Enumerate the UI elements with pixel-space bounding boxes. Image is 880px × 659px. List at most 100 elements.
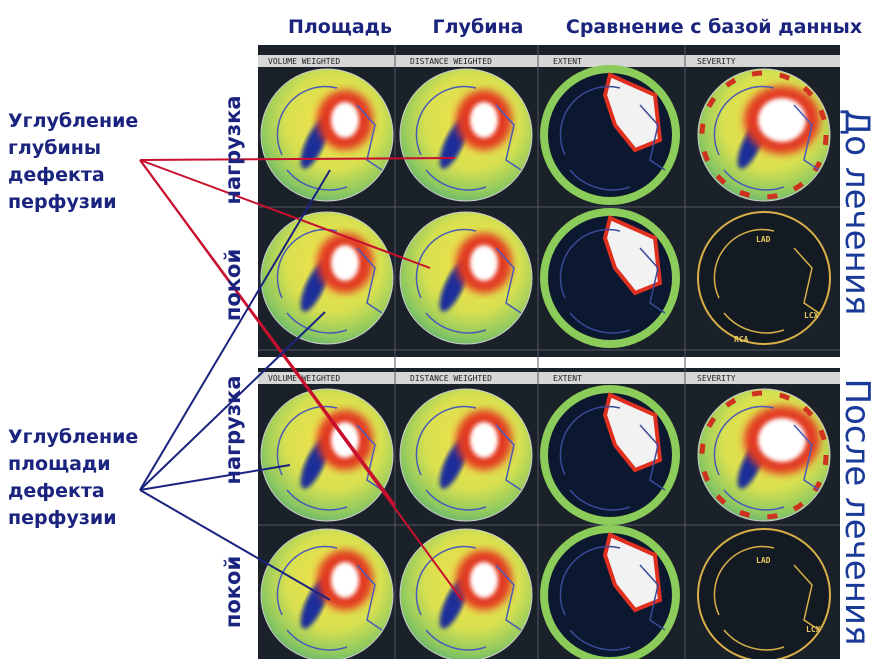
defect-white [331, 245, 359, 281]
annotation-line: площади [8, 453, 111, 475]
segment-outline [415, 228, 477, 299]
segment-outline [356, 247, 383, 314]
column-header: Глубина [433, 16, 524, 38]
annotation-area: Углубление площади дефекта перфузии [8, 426, 138, 529]
segment-outline [495, 564, 522, 631]
defect-white [470, 562, 498, 598]
segment-outline [713, 405, 775, 476]
panel-label: DISTANCE WEIGHTED [410, 374, 492, 383]
segment-outline [495, 424, 522, 491]
segment-outline [425, 169, 487, 191]
defect-white [331, 102, 359, 138]
segment-outline [276, 85, 338, 156]
segment-outline [713, 545, 775, 616]
segment-outline [286, 629, 348, 651]
phase-label: После лечения [837, 379, 877, 646]
territory-label: LCX [806, 625, 821, 634]
territory-label: LAD [756, 556, 771, 565]
segment-outline [425, 629, 487, 651]
extent-region [602, 215, 663, 296]
extent-region [602, 72, 663, 153]
row-label: покой [221, 556, 245, 628]
territory-label: RCA [734, 335, 749, 344]
panel-label: VOLUME WEIGHTED [268, 374, 340, 383]
extent-region [602, 532, 663, 613]
defect-white [331, 562, 359, 598]
segment-outline [569, 489, 631, 511]
segment-outline [639, 564, 666, 631]
segment-outline [559, 545, 621, 616]
segment-outline [286, 489, 348, 511]
segment-outline [286, 169, 348, 191]
column-header: Сравнение с базой данных [566, 16, 862, 38]
segment-outline [793, 564, 820, 631]
segment-outline [356, 564, 383, 631]
annotation-line: перфузии [8, 191, 117, 213]
segment-outline [639, 104, 666, 171]
annotation-depth: Углубление глубины дефекта перфузии [8, 110, 138, 213]
segment-outline [639, 424, 666, 491]
segment-outline [569, 312, 631, 334]
panel-label: VOLUME WEIGHTED [268, 57, 340, 66]
segment-outline [723, 312, 785, 334]
defect-white [470, 102, 498, 138]
segment-outline [495, 104, 522, 171]
severity-ring [699, 390, 829, 520]
extent-region [602, 392, 663, 473]
row-label: нагрузка [221, 96, 245, 205]
defect-white [470, 245, 498, 281]
annotation-line: Углубление [8, 426, 138, 448]
segment-outline [276, 228, 338, 299]
segment-outline [639, 247, 666, 314]
panel-label: SEVERITY [697, 374, 736, 383]
annotation-line: дефекта [8, 164, 105, 186]
defect-white [758, 418, 806, 462]
severity-ring [699, 70, 829, 200]
segment-outline [559, 405, 621, 476]
segment-outline [793, 104, 820, 171]
segment-outline [415, 405, 477, 476]
defect-white [470, 422, 498, 458]
segment-outline [495, 247, 522, 314]
header-strip [258, 55, 840, 67]
panel-label: SEVERITY [697, 57, 736, 66]
panel-label: EXTENT [553, 374, 582, 383]
defect-white [758, 98, 806, 142]
territory-label: LCX [804, 311, 819, 320]
segment-outline [276, 545, 338, 616]
segment-outline [559, 228, 621, 299]
polar-map [697, 528, 831, 659]
phase-label: До лечения [837, 109, 877, 316]
segment-outline [723, 169, 785, 191]
row-label: покой [221, 249, 245, 321]
row-label: нагрузка [221, 376, 245, 485]
segment-outline [723, 629, 785, 651]
segment-outline [569, 169, 631, 191]
annotation-line: Углубление [8, 110, 138, 132]
segment-outline [723, 489, 785, 511]
annotation-line: перфузии [8, 507, 117, 529]
header-strip [258, 372, 840, 384]
segment-outline [559, 85, 621, 156]
segment-outline [713, 85, 775, 156]
column-header: Площадь [288, 16, 392, 38]
annotation-line: глубины [8, 137, 101, 159]
segment-outline [286, 312, 348, 334]
panel-label: EXTENT [553, 57, 582, 66]
territory-label: LAD [756, 235, 771, 244]
segment-outline [415, 545, 477, 616]
segment-outline [793, 247, 820, 314]
segment-outline [569, 629, 631, 651]
segment-outline [356, 424, 383, 491]
segment-outline [425, 489, 487, 511]
polar-map [697, 211, 831, 345]
segment-outline [713, 228, 775, 299]
panel-label: DISTANCE WEIGHTED [410, 57, 492, 66]
annotation-line: дефекта [8, 480, 105, 502]
segment-outline [793, 424, 820, 491]
segment-outline [415, 85, 477, 156]
annotation-lines [139, 157, 463, 601]
segment-outline [425, 312, 487, 334]
segment-outline [356, 104, 383, 171]
